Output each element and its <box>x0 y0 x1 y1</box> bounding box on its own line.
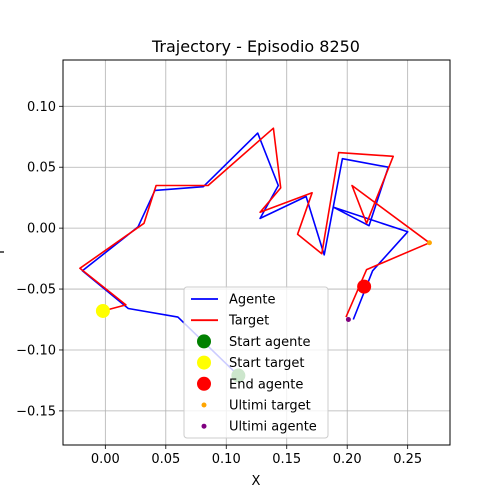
legend: Agente Target Start agente Start target End … <box>183 286 329 439</box>
y-tick-label: −0.05 <box>16 283 56 298</box>
legend-label-start-target: Start target <box>229 356 304 371</box>
marker-end-agente <box>357 279 372 294</box>
marker-ultimi-target <box>426 240 432 246</box>
legend-label-target: Target <box>228 314 269 329</box>
x-tick-label: 0.05 <box>151 452 180 467</box>
x-tick-label: 0.15 <box>272 452 301 467</box>
x-tick-label: 0.25 <box>393 452 422 467</box>
series-line-target <box>79 127 431 318</box>
y-tick-label: −0.10 <box>16 343 56 358</box>
legend-label-ultimi-agente: Ultimi agente <box>229 420 317 435</box>
legend-swatch-ultimi-agente <box>201 423 207 429</box>
plot-frame <box>62 59 451 446</box>
legend-label-agente: Agente <box>229 293 275 308</box>
x-tick-label: 0.10 <box>212 452 241 467</box>
chart-title: Trajectory - Episodio 8250 <box>151 37 360 56</box>
ticks: 0.00 0.05 0.10 0.15 0.20 0.25 −0.15 −0.10 −0.05 0… <box>16 100 422 467</box>
y-tick-label: 0.00 <box>27 222 56 237</box>
series-layer <box>79 127 431 377</box>
y-tick-label: −0.15 <box>16 404 56 419</box>
marker-ultimi-agente <box>345 317 351 323</box>
y-tick-label: 0.10 <box>27 100 56 115</box>
y-tick-label: 0.05 <box>27 161 56 176</box>
marker-start-target <box>95 303 110 318</box>
legend-swatch-ultimi-target <box>201 402 207 408</box>
y-axis-label: Y <box>0 248 8 257</box>
legend-label-end-agente: End agente <box>229 377 303 392</box>
x-axis-label: X <box>252 474 261 489</box>
x-tick-label: 0.20 <box>333 452 362 467</box>
legend-frame <box>183 286 329 439</box>
legend-swatch-start-target <box>197 355 211 370</box>
legend-swatch-end-agente <box>197 376 211 391</box>
legend-swatch-start-agente <box>197 334 211 349</box>
legend-label-start-agente: Start agente <box>229 335 310 350</box>
legend-label-ultimi-target: Ultimi target <box>229 399 311 414</box>
x-tick-label: 0.00 <box>91 452 120 467</box>
